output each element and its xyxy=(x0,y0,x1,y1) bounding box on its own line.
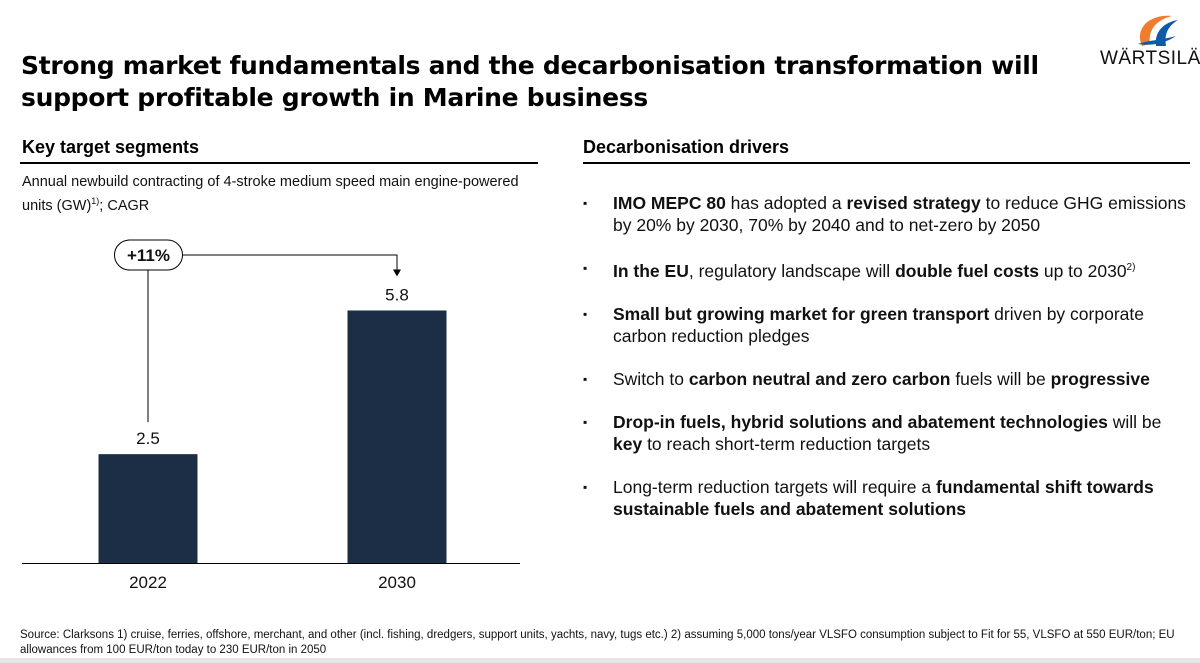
square-bullet-icon: ▪ xyxy=(583,371,588,386)
driver-text: Switch to xyxy=(613,368,689,389)
driver-text: up to 2030 xyxy=(1038,260,1127,281)
bottom-rule xyxy=(0,658,1200,663)
driver-emphasis: Drop-in fuels, hybrid solutions and abat… xyxy=(613,411,1108,432)
cagr-badge xyxy=(114,239,183,271)
wartsila-logo-icon xyxy=(1138,15,1178,46)
driver-emphasis: IMO MEPC 80 xyxy=(613,193,726,213)
driver-text: will be xyxy=(1107,411,1162,432)
driver-emphasis: revised strategy xyxy=(846,193,981,213)
decarbonisation-drivers-list: ▪ IMO MEPC 80 has adopted a revised strat… xyxy=(583,192,1193,541)
page-title: Strong market fundamentals and the decar… xyxy=(21,51,1039,112)
driver-item: ▪ In the EU, regulatory landscape will do… xyxy=(583,257,1193,282)
square-bullet-icon: ▪ xyxy=(583,414,588,429)
square-bullet-icon: ▪ xyxy=(583,196,588,210)
driver-emphasis: progressive xyxy=(1050,368,1150,389)
driver-text: driven by corporate carbon reduction ple… xyxy=(613,303,1144,346)
decarbonisation-drivers-heading: Decarbonisation drivers xyxy=(583,137,790,157)
source-footnote: Source: Clarksons 1) cruise, ferries, of… xyxy=(20,629,1175,656)
driver-text: to reduce GHG emissions by 20% by 2030, … xyxy=(613,193,1186,235)
arrowhead-icon xyxy=(393,269,401,277)
left-section-rule xyxy=(20,162,538,164)
driver-emphasis: Small but growing market for green trans… xyxy=(613,303,990,324)
driver-item: ▪ Long-term reduction targets will requir… xyxy=(583,476,1193,520)
driver-text: Long-term reduction targets will require… xyxy=(613,476,936,497)
chart-subtitle-text: Annual newbuild contracting of 4-stroke … xyxy=(22,174,519,214)
x-tick-label: 2022 xyxy=(129,573,167,592)
bar-value-label: 5.8 xyxy=(385,285,409,304)
square-bullet-icon: ▪ xyxy=(583,261,588,275)
chart-subtitle: Annual newbuild contracting of 4-stroke … xyxy=(22,173,532,216)
driver-emphasis: key xyxy=(613,433,643,454)
chart-subtitle-tail: ; CAGR xyxy=(99,197,150,214)
driver-text: to reach short-term reduction targets xyxy=(642,433,931,454)
driver-item: ▪ Switch to carbon neutral and zero carbo… xyxy=(583,368,1193,390)
driver-item: ▪ IMO MEPC 80 has adopted a revised strat… xyxy=(583,192,1193,236)
square-bullet-icon: ▪ xyxy=(583,306,588,321)
x-tick-label: 2030 xyxy=(378,573,416,592)
square-bullet-icon: ▪ xyxy=(583,479,588,494)
bar-2022 xyxy=(98,454,198,563)
chart-subtitle-footnote-ref: 1) xyxy=(91,196,100,206)
bar-2030 xyxy=(347,310,447,563)
driver-emphasis: fundamental shift towards sustainable fu… xyxy=(613,476,1154,519)
logo-wordmark: WÄRTSILÄ xyxy=(1100,48,1200,69)
driver-text: , regulatory landscape will xyxy=(688,260,896,281)
driver-emphasis: carbon neutral and zero carbon xyxy=(688,368,951,389)
cagr-label: +11% xyxy=(127,246,170,265)
driver-emphasis: double fuel costs xyxy=(895,260,1039,281)
driver-emphasis: In the EU xyxy=(613,260,689,281)
footnote-ref: 2) xyxy=(1126,262,1136,273)
driver-text: has adopted a xyxy=(725,193,847,213)
driver-item: ▪ Small but growing market for green tran… xyxy=(583,303,1193,347)
right-section-rule xyxy=(583,162,1190,164)
bar-chart: 2.5 2022 5.8 2030 +11% xyxy=(22,239,520,592)
driver-item: ▪ Drop-in fuels, hybrid solutions and aba… xyxy=(583,411,1193,455)
bar-value-label: 2.5 xyxy=(136,429,160,448)
cagr-connector-line xyxy=(147,254,398,423)
key-target-segments-heading: Key target segments xyxy=(22,137,200,157)
driver-text: fuels will be xyxy=(950,368,1051,389)
